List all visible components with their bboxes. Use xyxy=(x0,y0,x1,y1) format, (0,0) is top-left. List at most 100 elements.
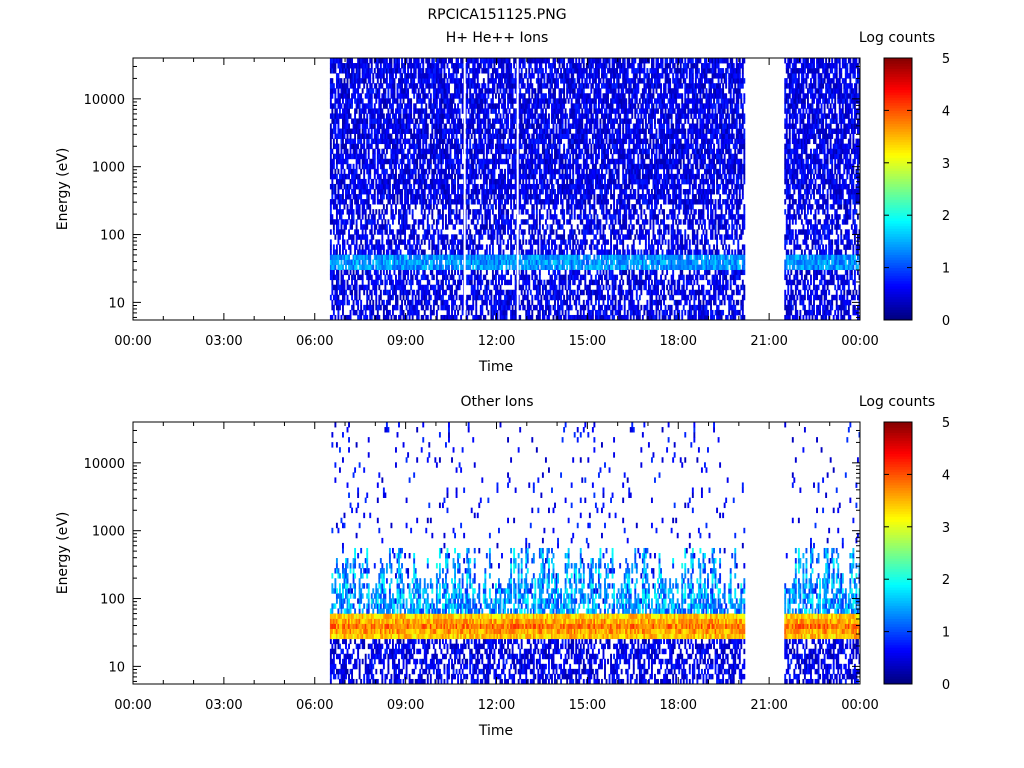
heatmap-cell xyxy=(335,158,338,165)
heatmap-cell xyxy=(487,83,490,89)
heatmap-cell xyxy=(357,93,360,99)
heatmap-cell xyxy=(493,183,496,190)
heatmap-cell xyxy=(414,259,417,265)
heatmap-cell xyxy=(405,254,408,260)
heatmap-cell xyxy=(361,244,364,250)
heatmap-cell xyxy=(385,68,388,74)
heatmap-cell xyxy=(434,163,437,170)
heatmap-cell xyxy=(437,123,440,129)
heatmap-cell xyxy=(449,194,452,200)
heatmap-cell xyxy=(498,224,500,230)
heatmap-cell xyxy=(514,143,517,150)
heatmap-cell xyxy=(411,309,414,316)
heatmap-cell xyxy=(426,133,429,140)
heatmap-cell xyxy=(437,264,440,271)
heatmap-cell xyxy=(449,173,452,180)
heatmap-cell xyxy=(504,178,506,185)
heatmap-cell xyxy=(499,309,502,316)
heatmap-cell xyxy=(429,143,432,150)
heatmap-cell xyxy=(360,284,363,291)
heatmap-cell xyxy=(499,133,502,140)
heatmap-cell xyxy=(498,63,500,69)
heatmap-cell xyxy=(470,219,473,225)
heatmap-cell xyxy=(388,279,391,286)
heatmap-cell xyxy=(408,103,411,109)
heatmap-cell xyxy=(387,259,390,265)
heatmap-cell xyxy=(354,98,357,104)
heatmap-cell xyxy=(334,153,337,160)
heatmap-cell xyxy=(440,294,443,301)
heatmap-cell xyxy=(416,269,419,276)
heatmap-cell xyxy=(395,204,397,210)
heatmap-cell xyxy=(422,269,425,276)
heatmap-cell xyxy=(351,279,354,286)
heatmap-cell xyxy=(407,178,410,185)
heatmap-cell xyxy=(379,178,382,185)
heatmap-cell xyxy=(499,148,502,155)
heatmap-cell xyxy=(438,178,441,185)
heatmap-cell xyxy=(519,63,522,69)
heatmap-cell xyxy=(391,78,394,84)
heatmap-cell xyxy=(332,183,335,190)
heatmap-cell xyxy=(332,259,335,265)
heatmap-cell xyxy=(519,168,522,175)
heatmap-cell xyxy=(441,304,444,311)
heatmap-cell xyxy=(478,118,481,124)
heatmap-cell xyxy=(493,284,496,291)
heatmap-cell xyxy=(395,158,397,165)
heatmap-cell xyxy=(385,194,388,200)
heatmap-cell xyxy=(470,274,473,281)
heatmap-cell xyxy=(491,314,494,321)
heatmap-cell xyxy=(405,264,408,271)
heatmap-cell xyxy=(337,58,340,64)
heatmap-cell xyxy=(398,118,400,124)
heatmap-cell xyxy=(340,178,343,185)
heatmap-cell xyxy=(522,234,525,240)
heatmap-cell xyxy=(472,103,475,109)
heatmap-cell xyxy=(342,274,344,281)
heatmap-cell xyxy=(472,219,475,225)
heatmap-cell xyxy=(485,279,488,286)
heatmap-cell xyxy=(375,279,378,286)
heatmap-cell xyxy=(387,123,390,129)
heatmap-cell xyxy=(490,264,493,271)
heatmap-cell xyxy=(370,309,373,316)
heatmap-cell xyxy=(419,219,422,225)
heatmap-cell xyxy=(422,83,425,89)
heatmap-cell xyxy=(385,299,388,306)
heatmap-cell xyxy=(351,224,354,230)
heatmap-cell xyxy=(360,309,363,316)
heatmap-cell xyxy=(454,309,456,316)
heatmap-cell xyxy=(520,244,523,250)
heatmap-cell xyxy=(332,153,335,160)
heatmap-cell xyxy=(393,259,396,265)
heatmap-cell xyxy=(364,199,367,205)
heatmap-cell xyxy=(358,103,361,109)
heatmap-cell xyxy=(467,178,470,185)
heatmap-cell xyxy=(335,138,338,145)
heatmap-cell xyxy=(443,314,446,321)
heatmap-cell xyxy=(384,68,387,74)
heatmap-cell xyxy=(399,294,402,301)
heatmap-cell xyxy=(391,249,394,255)
heatmap-cell xyxy=(502,83,505,89)
heatmap-cell xyxy=(337,183,340,190)
heatmap-cell xyxy=(479,98,482,104)
heatmap-cell xyxy=(420,314,423,321)
heatmap-cell xyxy=(358,183,361,190)
heatmap-cell xyxy=(407,153,410,160)
heatmap-cell xyxy=(485,289,488,296)
heatmap-cell xyxy=(363,78,366,84)
heatmap-cell xyxy=(523,304,526,311)
heatmap-cell xyxy=(458,199,461,205)
heatmap-cell xyxy=(513,63,516,69)
heatmap-cell xyxy=(396,229,399,235)
heatmap-cell xyxy=(458,143,461,150)
heatmap-cell xyxy=(331,259,334,265)
heatmap-cell xyxy=(438,209,441,215)
heatmap-cell xyxy=(410,299,413,306)
heatmap-cell xyxy=(443,73,446,79)
heatmap-cell xyxy=(487,254,490,260)
heatmap-cell xyxy=(526,209,529,215)
heatmap-cell xyxy=(441,224,444,230)
